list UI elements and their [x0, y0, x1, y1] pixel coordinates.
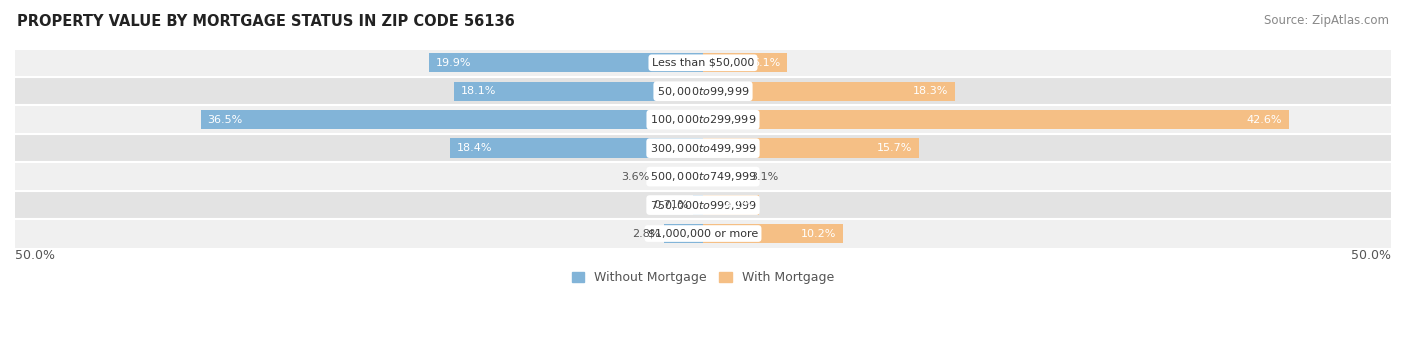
Text: 15.7%: 15.7%: [877, 143, 912, 153]
Text: 36.5%: 36.5%: [208, 115, 243, 125]
Bar: [703, 53, 787, 72]
Bar: [15, 191, 1391, 219]
Text: $750,000 to $999,999: $750,000 to $999,999: [650, 198, 756, 211]
Bar: [15, 77, 1391, 105]
Text: $1,000,000 or more: $1,000,000 or more: [648, 228, 758, 239]
Bar: [703, 81, 955, 101]
Text: 50.0%: 50.0%: [1351, 249, 1391, 262]
Bar: [15, 134, 1391, 162]
Text: PROPERTY VALUE BY MORTGAGE STATUS IN ZIP CODE 56136: PROPERTY VALUE BY MORTGAGE STATUS IN ZIP…: [17, 14, 515, 29]
Bar: [429, 53, 703, 72]
Text: 19.9%: 19.9%: [436, 58, 471, 68]
Bar: [15, 105, 1391, 134]
Bar: [693, 195, 703, 215]
Bar: [654, 167, 703, 186]
Legend: Without Mortgage, With Mortgage: Without Mortgage, With Mortgage: [567, 266, 839, 290]
Bar: [15, 162, 1391, 191]
Text: 10.2%: 10.2%: [801, 228, 837, 239]
Text: Less than $50,000: Less than $50,000: [652, 58, 754, 68]
Bar: [15, 48, 1391, 77]
Bar: [15, 219, 1391, 248]
Bar: [703, 110, 1289, 129]
Text: 18.1%: 18.1%: [461, 86, 496, 96]
Text: $300,000 to $499,999: $300,000 to $499,999: [650, 142, 756, 155]
Text: $100,000 to $299,999: $100,000 to $299,999: [650, 113, 756, 126]
Bar: [450, 138, 703, 158]
Text: 18.3%: 18.3%: [912, 86, 948, 96]
Bar: [201, 110, 703, 129]
Text: 6.1%: 6.1%: [752, 58, 780, 68]
Text: $50,000 to $99,999: $50,000 to $99,999: [657, 85, 749, 98]
Bar: [703, 167, 745, 186]
Text: 18.4%: 18.4%: [457, 143, 492, 153]
Bar: [454, 81, 703, 101]
Text: 50.0%: 50.0%: [15, 249, 55, 262]
Bar: [703, 195, 759, 215]
Text: 0.71%: 0.71%: [654, 200, 689, 210]
Text: 42.6%: 42.6%: [1247, 115, 1282, 125]
Text: 2.8%: 2.8%: [631, 228, 661, 239]
Text: 4.1%: 4.1%: [724, 200, 752, 210]
Text: 3.1%: 3.1%: [749, 172, 778, 182]
Text: 3.6%: 3.6%: [621, 172, 650, 182]
Bar: [703, 224, 844, 243]
Text: $500,000 to $749,999: $500,000 to $749,999: [650, 170, 756, 183]
Text: Source: ZipAtlas.com: Source: ZipAtlas.com: [1264, 14, 1389, 27]
Bar: [703, 138, 920, 158]
Bar: [665, 224, 703, 243]
